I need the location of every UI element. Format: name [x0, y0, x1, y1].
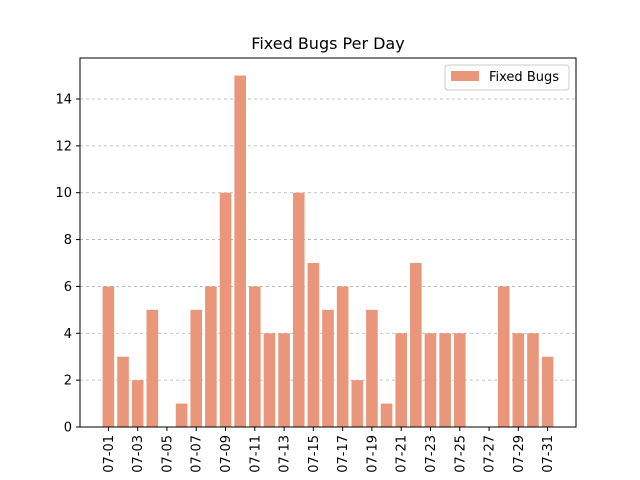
bar-07-13: [278, 333, 290, 427]
bar-07-03: [131, 380, 144, 427]
legend-swatch: [451, 71, 479, 81]
y-tick-label: 14: [55, 93, 72, 108]
bar-07-06: [175, 403, 188, 427]
bar-07-09: [219, 192, 232, 427]
x-tick-label: 07-09: [219, 435, 234, 473]
x-tick-label: 07-05: [160, 435, 175, 473]
y-axis: 0 2 4 6 8 10 12 14: [55, 93, 80, 436]
x-tick-label: 07-11: [248, 435, 263, 473]
y-tick-label: 6: [64, 280, 72, 295]
bar-07-22: [410, 263, 422, 427]
x-tick-label: 07-15: [307, 435, 322, 473]
bar-07-01: [102, 286, 115, 427]
y-tick-label: 12: [55, 139, 72, 154]
x-tick-label: 07-01: [102, 435, 117, 473]
bar-07-19: [366, 309, 378, 427]
y-tick-label: 8: [64, 233, 72, 248]
x-axis: 07-01 07-03 07-05 07-07 07-09 07-11 07-13 07-15…: [102, 427, 556, 473]
bar-07-21: [395, 333, 407, 427]
bar-07-28: [497, 286, 510, 427]
y-tick-label: 4: [64, 327, 72, 342]
legend: Fixed Bugs: [444, 64, 570, 91]
bar-07-17: [336, 286, 349, 427]
bar-07-18: [351, 380, 364, 427]
y-tick-label: 2: [64, 374, 72, 389]
bar-07-12: [263, 333, 276, 427]
y-tick-label: 10: [55, 186, 72, 201]
bar-07-20: [380, 403, 393, 427]
bar-07-23: [424, 333, 437, 427]
bar-07-24: [439, 333, 451, 427]
x-tick-label: 07-21: [395, 435, 410, 473]
bars-group: [102, 75, 554, 428]
bar-07-31: [541, 356, 554, 427]
chart-title: Fixed Bugs Per Day: [251, 34, 404, 53]
x-tick-label: 07-03: [131, 435, 146, 473]
x-tick-label: 07-13: [278, 435, 293, 473]
x-tick-label: 07-25: [453, 435, 468, 473]
bar-07-14: [292, 192, 305, 427]
x-tick-label: 07-27: [483, 435, 498, 473]
bar-07-10: [234, 75, 246, 428]
bar-07-08: [205, 286, 217, 427]
bar-07-15: [307, 263, 320, 427]
bar-07-25: [453, 333, 466, 427]
bar-07-30: [527, 333, 539, 427]
x-tick-label: 07-23: [424, 435, 439, 473]
bar-07-04: [146, 309, 159, 427]
x-tick-label: 07-17: [336, 435, 351, 473]
plot-frame: [79, 57, 577, 428]
bar-07-07: [190, 309, 203, 427]
bar-07-16: [322, 309, 334, 427]
bar-07-02: [117, 356, 129, 427]
x-tick-label: 07-07: [190, 435, 205, 473]
x-tick-label: 07-29: [512, 435, 527, 473]
bar-07-29: [512, 333, 525, 427]
bar-07-11: [249, 286, 261, 427]
y-tick-label: 0: [64, 421, 72, 436]
x-tick-label: 07-31: [541, 435, 556, 473]
x-tick-label: 07-19: [365, 435, 380, 473]
legend-label: Fixed Bugs: [489, 70, 559, 85]
